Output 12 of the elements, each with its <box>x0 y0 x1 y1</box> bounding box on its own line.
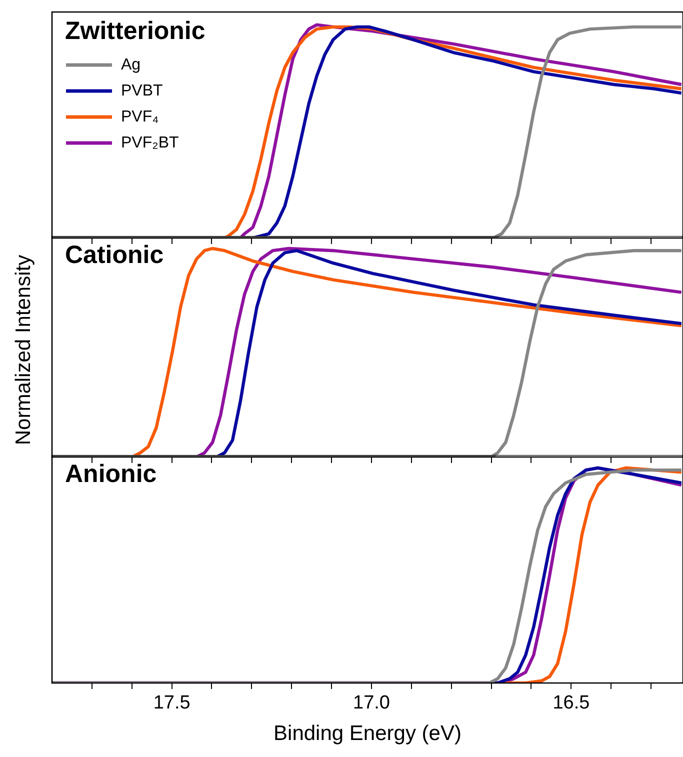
legend-label: PVBT <box>121 82 164 100</box>
y-axis-title: Normalized Intensity <box>12 254 36 445</box>
chart-title: Anionic <box>65 460 157 488</box>
x-axis-title: Binding Energy (eV) <box>274 722 462 746</box>
legend-label: PVF₂BT <box>121 134 179 152</box>
x-tick-label: 17.5 <box>153 692 190 714</box>
chart-title: Zwitterionic <box>65 17 206 45</box>
x-tick-label: 17.0 <box>353 692 390 714</box>
x-tick-label: 16.5 <box>552 692 590 714</box>
legend-label: PVF₄ <box>121 108 159 126</box>
legend-label: Ag <box>121 56 141 74</box>
chart-title: Cationic <box>65 241 164 269</box>
